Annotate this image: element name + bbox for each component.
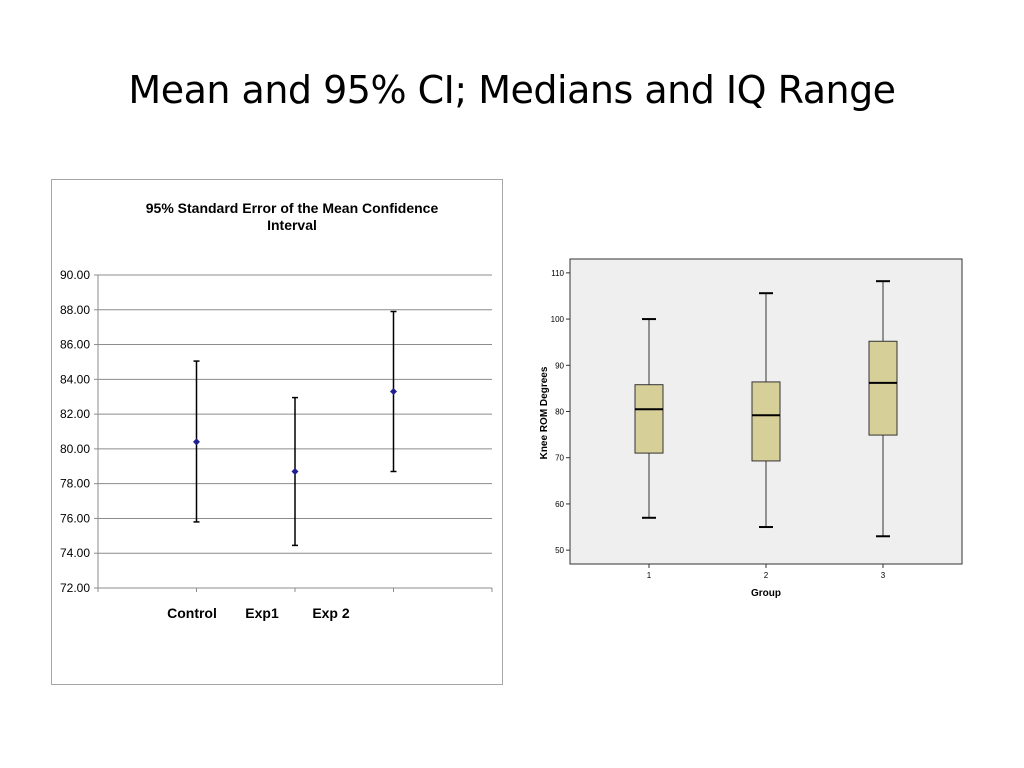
boxplot-y-tick-label: 60 <box>555 500 564 509</box>
ci-mean-marker <box>291 467 299 475</box>
boxplot-chart: 50 60 70 80 90 100 110 1 2 3 Knee ROM Degrees Gr… <box>539 258 963 599</box>
boxplot-x-tick-label: 2 <box>764 571 769 580</box>
ci-y-tick-label: 72.00 <box>60 581 90 595</box>
boxplot-iqr-box <box>634 384 664 454</box>
boxplot-y-tick-label: 50 <box>555 546 564 555</box>
ci-y-tick-label: 76.00 <box>60 511 90 525</box>
boxplot-x-ticks: 1 2 3 <box>647 564 886 580</box>
boxplot-y-tick-label: 70 <box>555 454 564 463</box>
ci-y-tick-label: 90.00 <box>60 268 90 282</box>
ci-y-tick-label: 74.00 <box>60 546 90 560</box>
ci-x-category-label: Exp 2 <box>312 605 350 621</box>
ci-x-category-label: Exp1 <box>245 605 279 621</box>
ci-error-bars <box>193 310 397 547</box>
ci-chart: 95% Standard Error of the Mean Confidenc… <box>60 200 493 621</box>
ci-chart-panel: 95% Standard Error of the Mean Confidenc… <box>51 179 503 685</box>
ci-y-tick-label: 84.00 <box>60 372 90 386</box>
ci-y-tick-label: 80.00 <box>60 442 90 456</box>
boxplot-boxes <box>634 280 898 538</box>
boxplot-y-tick-label: 80 <box>555 408 564 417</box>
boxplot-y-tick-label: 90 <box>555 361 564 370</box>
ci-x-category-label: Control <box>167 605 217 621</box>
boxplot-iqr-box <box>751 381 781 462</box>
ci-y-tick-label: 86.00 <box>60 338 90 352</box>
boxplot-x-axis-label: Group <box>751 588 781 599</box>
ci-y-tick-label: 78.00 <box>60 477 90 491</box>
boxplot-y-tick-label: 100 <box>551 315 565 324</box>
ci-y-tick-label: 82.00 <box>60 407 90 421</box>
slide-title: Mean and 95% CI; Medians and IQ Range <box>128 68 896 112</box>
ci-x-tick-labels: Control Exp1 Exp 2 <box>167 605 350 621</box>
boxplot-x-tick-label: 3 <box>881 571 886 580</box>
boxplot-y-tick-label: 110 <box>551 269 564 278</box>
ci-y-tick-label: 88.00 <box>60 303 90 317</box>
boxplot-x-tick-label: 1 <box>647 571 652 580</box>
ci-chart-title-line1: 95% Standard Error of the Mean Confidenc… <box>146 200 439 216</box>
boxplot-y-axis-label: Knee ROM Degrees <box>539 366 550 459</box>
boxplot-y-ticks: 50 60 70 80 90 100 110 <box>551 269 570 555</box>
ci-y-tick-labels: 72.00 74.00 76.00 78.00 80.00 82.00 84.00 86.00… <box>60 268 90 595</box>
ci-mean-marker <box>390 388 397 396</box>
ci-mean-marker <box>193 438 200 446</box>
ci-axes <box>94 274 493 592</box>
ci-chart-title-line2: Interval <box>267 217 317 233</box>
boxplot-iqr-box <box>868 340 898 436</box>
